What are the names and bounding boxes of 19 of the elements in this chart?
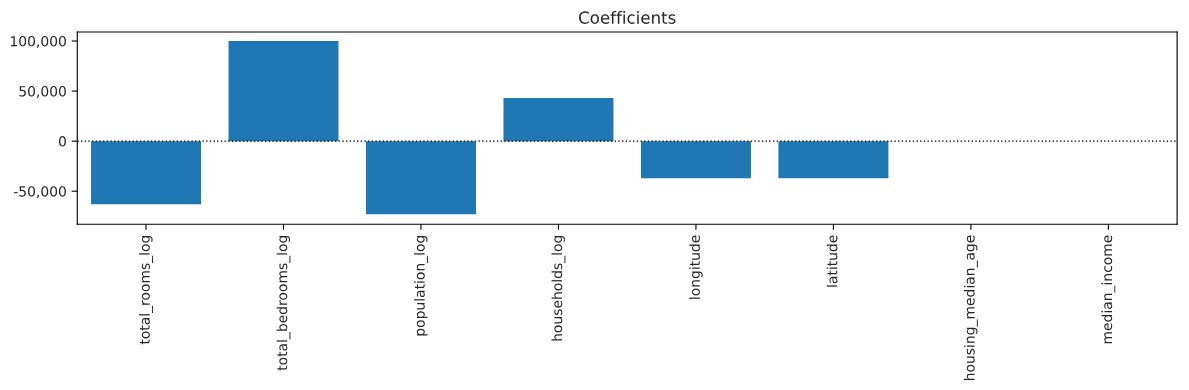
y-tick-label: 50,000 [19, 86, 66, 98]
y-tick-label: -50,000 [13, 186, 66, 199]
y-tick-label: 0 [58, 136, 66, 147]
x-tick-label: households_log [551, 235, 566, 341]
chart-title: Coefficients [578, 10, 676, 24]
x-tick-label: housing_median_age [963, 235, 978, 381]
x-tick-label: total_bedrooms_log [276, 235, 291, 371]
x-tick-label: total_rooms_log [139, 235, 153, 345]
bar [640, 141, 751, 179]
x-tick-label: median_income [1101, 235, 1116, 344]
y-tick-label: 100,000 [10, 35, 66, 48]
bar [365, 141, 476, 215]
bar [91, 141, 202, 205]
x-tick-label: latitude [826, 235, 838, 287]
bar [778, 141, 889, 179]
bar [503, 98, 614, 142]
bar [228, 40, 339, 142]
x-tick-label: longitude [689, 235, 703, 299]
x-tick-label: population_log [414, 235, 428, 336]
